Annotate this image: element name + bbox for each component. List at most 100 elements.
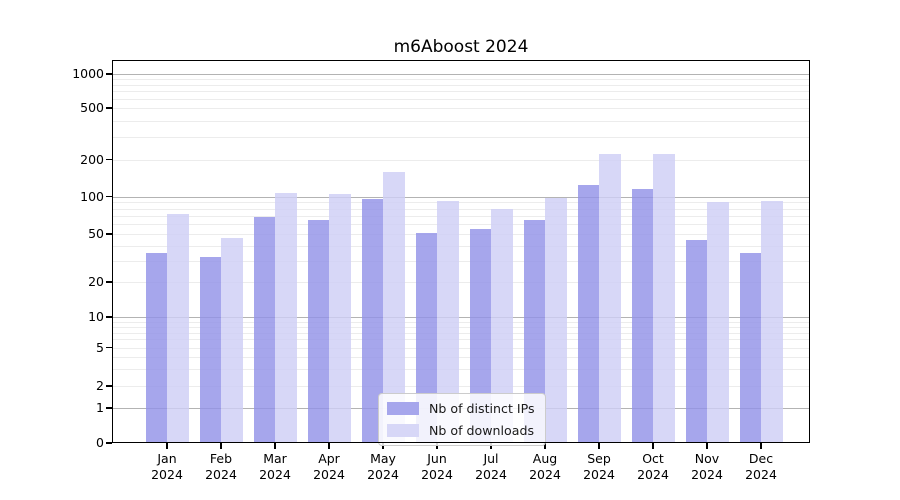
bar-downloads-may [383,172,405,443]
x-tick-label-may: May 2024 [367,451,399,482]
legend-item-downloads: Nb of downloads [387,421,535,439]
bar-downloads-jul [491,208,513,443]
minor-gridline [112,208,810,210]
minor-gridline [112,332,810,334]
x-tick-label-apr: Apr 2024 [313,451,345,482]
y-tick-mark [106,281,112,283]
minor-gridline [112,386,810,387]
x-tick-mark [220,443,222,449]
y-tick-label-1: 1 [96,400,104,415]
minor-gridline [112,224,810,226]
minor-gridline [112,159,810,161]
y-tick-mark [106,385,112,387]
y-tick-label-200: 200 [80,151,104,167]
minor-gridline [112,339,810,341]
x-tick-mark [274,443,276,449]
y-tick-mark [106,407,112,409]
chart-title: m6Aboost 2024 [393,37,529,57]
x-tick-mark [490,443,492,449]
x-tick-label-aug: Aug 2024 [529,451,561,482]
y-tick-mark [106,73,112,75]
x-tick-label-dec: Dec 2024 [745,451,777,482]
minor-gridline [112,120,810,122]
legend-label-downloads: Nb of downloads [429,422,535,438]
bar-downloads-aug [545,198,567,443]
bar-distinct-ips-dec [739,252,761,443]
bar-distinct-ips-oct [631,189,653,443]
bar-distinct-ips-jan [145,252,167,443]
legend: Nb of distinct IPs Nb of downloads [378,393,546,446]
bar-downloads-nov [707,202,729,443]
minor-gridline [112,91,810,93]
x-tick-label-jan: Jan 2024 [151,451,183,482]
x-tick-label-oct: Oct 2024 [637,451,669,482]
x-tick-mark [436,443,438,449]
x-tick-mark [598,443,600,449]
minor-gridline [112,282,810,283]
bar-distinct-ips-apr [307,219,329,443]
minor-gridline [112,215,810,217]
x-tick-label-sep: Sep 2024 [583,451,615,482]
x-tick-mark [544,443,546,449]
x-tick-label-feb: Feb 2024 [205,451,237,482]
bar-distinct-ips-mar [253,217,275,443]
bar-downloads-dec [761,201,783,443]
y-tick-label-100: 100 [80,188,104,204]
major-gridline [112,317,810,318]
bar-distinct-ips-jun [415,232,437,443]
x-tick-mark [706,443,708,449]
minor-gridline [112,108,810,109]
bar-distinct-ips-may [361,199,383,443]
minor-gridline [112,99,810,101]
y-tick-mark [106,158,112,161]
bar-downloads-mar [275,193,297,443]
y-tick-mark [106,346,112,349]
y-tick-label-1000: 1000 [72,66,104,81]
minor-gridline [112,84,810,86]
minor-gridline [112,136,810,138]
y-tick-mark [106,316,112,318]
y-tick-label-500: 500 [80,100,104,115]
minor-gridline [112,202,810,204]
minor-gridline [112,321,810,323]
x-tick-label-nov: Nov 2024 [691,451,723,482]
bar-downloads-oct [653,154,675,443]
bar-distinct-ips-aug [523,219,545,443]
y-tick-mark [106,195,112,198]
x-tick-mark [382,443,384,449]
minor-gridline [112,368,810,370]
y-tick-mark [106,442,112,444]
y-tick-mark [106,233,112,235]
minor-gridline [112,245,810,247]
bar-distinct-ips-sep [577,185,599,443]
x-tick-label-mar: Mar 2024 [259,451,291,482]
minor-gridline [112,347,810,349]
minor-gridline [112,356,810,358]
y-tick-label-50: 50 [88,226,104,241]
bar-downloads-feb [221,238,243,443]
legend-label-distinct-ips: Nb of distinct IPs [429,400,535,416]
bar-downloads-jan [167,214,189,443]
bar-distinct-ips-jul [469,228,491,443]
minor-gridline [112,326,810,328]
bar-downloads-sep [599,154,621,443]
y-tick-label-2: 2 [96,378,104,393]
y-tick-label-20: 20 [88,274,104,289]
x-tick-label-jul: Jul 2024 [475,451,507,482]
bar-downloads-jun [437,201,459,443]
minor-gridline [112,234,810,235]
legend-item-distinct-ips: Nb of distinct IPs [387,399,535,417]
major-gridline [112,74,810,75]
bar-downloads-apr [329,193,351,443]
bar-distinct-ips-feb [199,257,221,443]
x-tick-mark [166,443,168,449]
x-tick-mark [652,443,654,449]
y-tick-label-0: 0 [96,435,104,450]
y-tick-label-10: 10 [88,309,104,324]
plot-area: Nb of distinct IPs Nb of downloads [112,60,810,446]
x-tick-mark [328,443,330,449]
x-tick-mark [760,443,762,449]
x-tick-label-jun: Jun 2024 [421,451,453,482]
bar-distinct-ips-nov [685,239,707,443]
